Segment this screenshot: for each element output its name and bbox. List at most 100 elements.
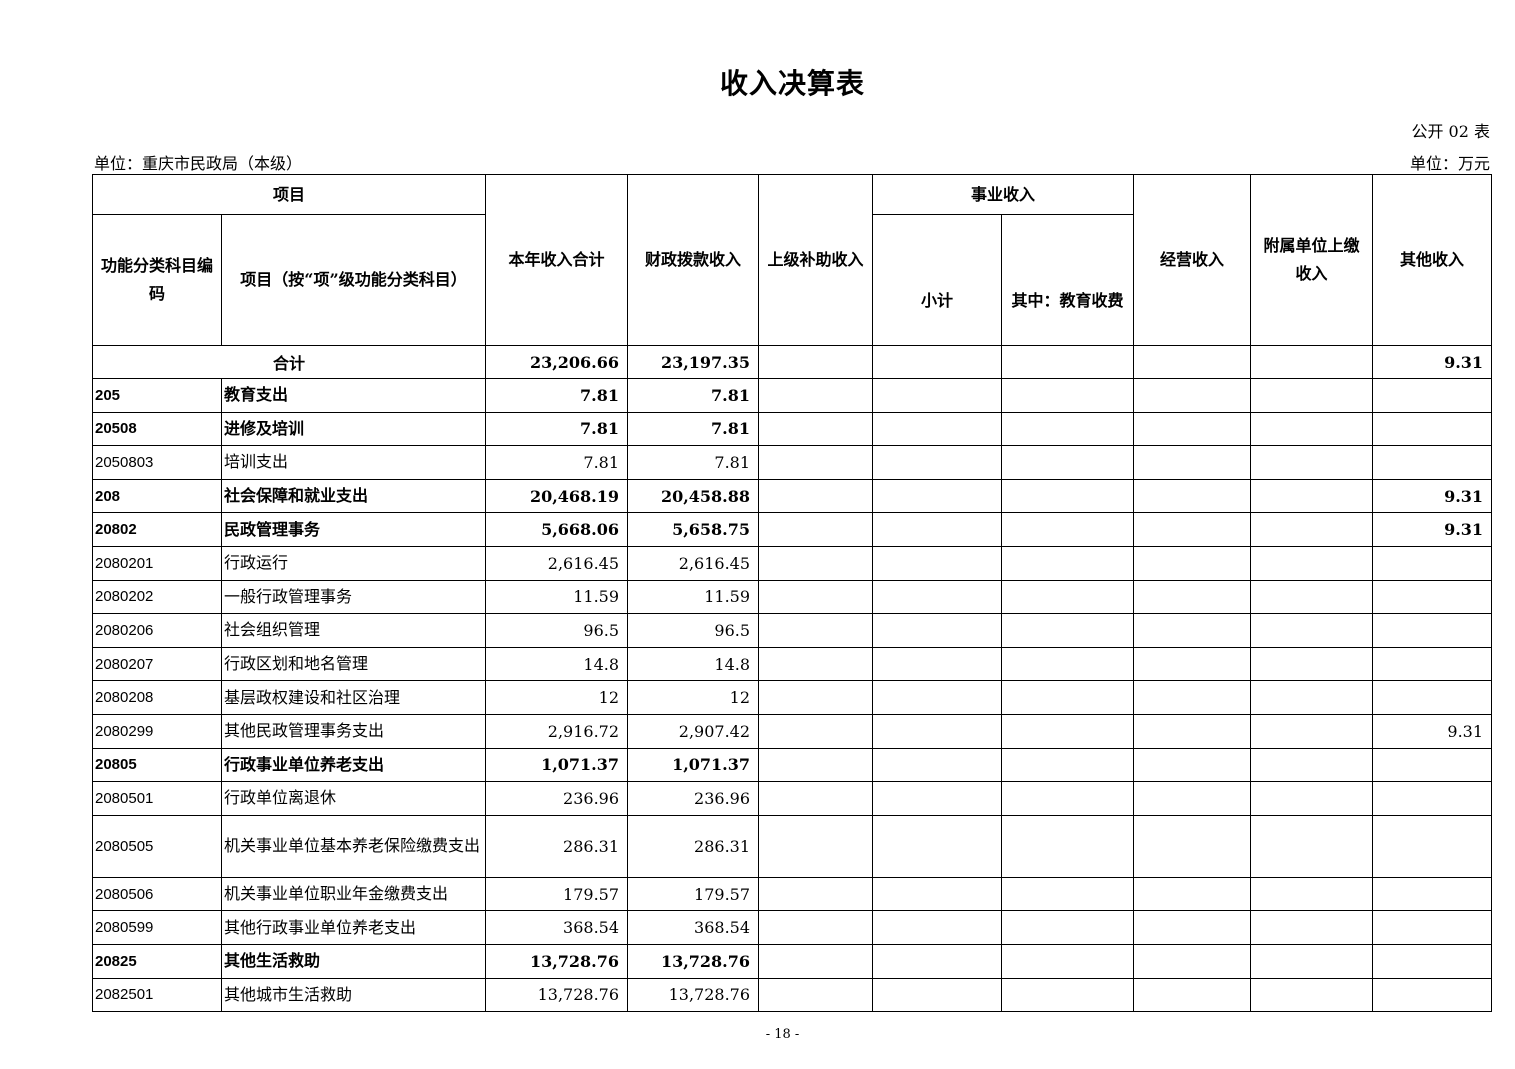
table-row: 2080202 一般行政管理事务 11.59 11.59 <box>92 579 1493 615</box>
row-total: 13,728.76 <box>485 943 629 979</box>
cell-empty <box>1250 876 1374 912</box>
row-total: 12 <box>485 680 629 715</box>
table-row: 20825 其他生活救助 13,728.76 13,728.76 <box>92 943 1493 979</box>
cell-empty <box>758 713 874 749</box>
row-other <box>1372 910 1493 945</box>
row-code: 2080208 <box>92 680 222 715</box>
row-fiscal: 286.31 <box>627 814 760 878</box>
row-other <box>1372 814 1493 878</box>
cell-empty <box>1133 345 1252 379</box>
cell-empty <box>758 613 874 648</box>
cell-empty <box>758 876 874 912</box>
row-code: 2050803 <box>92 445 222 480</box>
cell-empty <box>758 781 874 816</box>
total-label: 合计 <box>91 345 487 379</box>
cell-empty <box>1001 378 1135 413</box>
row-other <box>1372 747 1493 783</box>
cell-empty <box>1250 814 1374 878</box>
cell-empty <box>1001 680 1135 715</box>
cell-empty <box>758 512 874 547</box>
row-other <box>1372 378 1493 413</box>
row-fiscal: 7.81 <box>627 411 760 447</box>
row-code: 205 <box>92 378 222 413</box>
header-total-income: 本年收入合计 <box>485 174 629 346</box>
row-total: 7.81 <box>485 378 629 413</box>
row-total: 7.81 <box>485 445 629 480</box>
cell-empty <box>872 512 1003 547</box>
table-row: 2080207 行政区划和地名管理 14.8 14.8 <box>92 646 1493 682</box>
cell-empty <box>758 747 874 783</box>
row-name: 行政单位离退休 <box>220 781 487 816</box>
cell-empty <box>1133 781 1252 816</box>
header-operating: 经营收入 <box>1133 174 1252 346</box>
cell-empty <box>1250 579 1374 615</box>
row-code: 2080505 <box>92 814 222 878</box>
cell-empty <box>1001 977 1135 1013</box>
cell-empty <box>872 646 1003 682</box>
row-other <box>1372 646 1493 682</box>
cell-empty <box>1250 445 1374 480</box>
row-code: 20508 <box>92 411 222 447</box>
cell-empty <box>758 646 874 682</box>
table-row: 2080506 机关事业单位职业年金缴费支出 179.57 179.57 <box>92 876 1493 912</box>
row-fiscal: 13,728.76 <box>627 977 760 1013</box>
cell-empty <box>872 411 1003 447</box>
cell-empty <box>758 411 874 447</box>
row-fiscal: 236.96 <box>627 781 760 816</box>
header-item: 项目（按“项”级功能分类科目） <box>220 214 487 346</box>
cell-empty <box>872 943 1003 979</box>
row-fiscal: 5,658.75 <box>627 512 760 547</box>
row-other <box>1372 579 1493 615</box>
cell-empty <box>872 713 1003 749</box>
table-row: 2080208 基层政权建设和社区治理 12 12 <box>92 680 1493 715</box>
cell-empty <box>872 680 1003 715</box>
cell-empty <box>1250 680 1374 715</box>
cell-empty <box>1250 943 1374 979</box>
row-other <box>1372 445 1493 480</box>
row-other <box>1372 680 1493 715</box>
row-code: 208 <box>92 478 222 514</box>
row-name: 机关事业单位基本养老保险缴费支出 <box>220 814 487 878</box>
cell-empty <box>872 445 1003 480</box>
cell-empty <box>1001 345 1135 379</box>
row-total: 96.5 <box>485 613 629 648</box>
row-total: 179.57 <box>485 876 629 912</box>
row-name: 培训支出 <box>220 445 487 480</box>
row-fiscal: 368.54 <box>627 910 760 945</box>
row-other <box>1372 781 1493 816</box>
cell-empty <box>1250 747 1374 783</box>
table-row: 2080299 其他民政管理事务支出 2,916.72 2,907.42 9.31 <box>92 713 1493 749</box>
cell-empty <box>1133 411 1252 447</box>
form-number: 公开 02 表 <box>1411 122 1490 141</box>
cell-empty <box>758 445 874 480</box>
row-name: 民政管理事务 <box>220 512 487 547</box>
page-number: - 18 - <box>765 1027 800 1042</box>
cell-empty <box>1250 478 1374 514</box>
cell-empty <box>1133 910 1252 945</box>
row-name: 机关事业单位职业年金缴费支出 <box>220 876 487 912</box>
header-subtotal: 小计 <box>872 214 1003 346</box>
unit-currency: 单位：万元 <box>1409 154 1490 173</box>
row-other: 9.31 <box>1372 512 1493 547</box>
cell-empty <box>758 680 874 715</box>
table-row: 208 社会保障和就业支出 20,468.19 20,458.88 9.31 <box>92 478 1493 514</box>
cell-empty <box>872 345 1003 379</box>
row-other <box>1372 411 1493 447</box>
row-name: 其他城市生活救助 <box>220 977 487 1013</box>
cell-empty <box>1133 680 1252 715</box>
row-code: 20805 <box>92 747 222 783</box>
header-affiliated: 附属单位上缴收入 <box>1250 174 1374 346</box>
table-row: 2080505 机关事业单位基本养老保险缴费支出 286.31 286.31 <box>92 814 1493 878</box>
table-row: 20802 民政管理事务 5,668.06 5,658.75 9.31 <box>92 512 1493 547</box>
cell-empty <box>1250 646 1374 682</box>
cell-empty <box>1001 713 1135 749</box>
cell-empty <box>1133 445 1252 480</box>
table-row: 2082501 其他城市生活救助 13,728.76 13,728.76 <box>92 977 1493 1013</box>
cell-empty <box>758 345 874 379</box>
cell-empty <box>1250 613 1374 648</box>
cell-empty <box>1133 876 1252 912</box>
row-total: 236.96 <box>485 781 629 816</box>
cell-empty <box>1001 579 1135 615</box>
cell-empty <box>758 910 874 945</box>
row-code: 2080599 <box>92 910 222 945</box>
